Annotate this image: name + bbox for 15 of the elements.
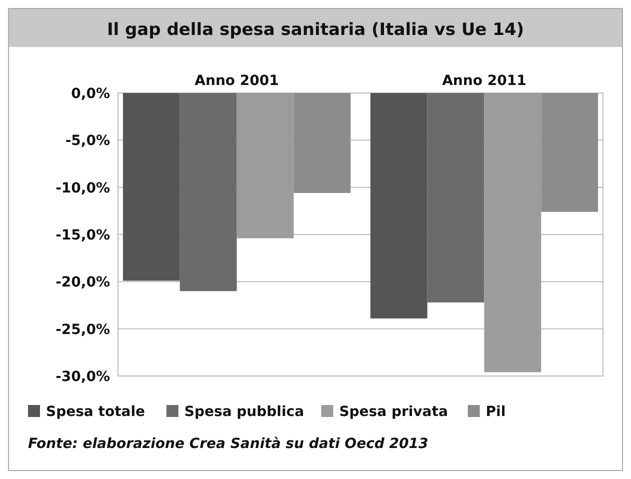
y-tick-label: -10,0% — [56, 180, 110, 196]
legend-label: Spesa privata — [339, 404, 448, 420]
y-tick-label: -20,0% — [56, 274, 110, 291]
x-tick-label: Anno 2001 — [194, 73, 279, 89]
y-tick-label: -15,0% — [56, 228, 110, 244]
y-tick-label: -5,0% — [65, 133, 110, 150]
legend-label: Spesa pubblica — [184, 404, 304, 420]
source-note: Fonte: elaborazione Crea Sanità su dati Oecd 2013 — [28, 436, 428, 452]
x-tick-label: Anno 2011 — [442, 73, 526, 89]
y-tick-label: -30,0% — [56, 369, 110, 385]
legend-label: Spesa totale — [46, 404, 145, 420]
chart-title: Il gap della spesa sanitaria (Italia vs Ue 14) — [106, 20, 524, 40]
y-tick-label: 0,0% — [71, 86, 110, 102]
y-tick-label: -25,0% — [56, 322, 110, 338]
legend-label: Pil — [486, 404, 506, 420]
